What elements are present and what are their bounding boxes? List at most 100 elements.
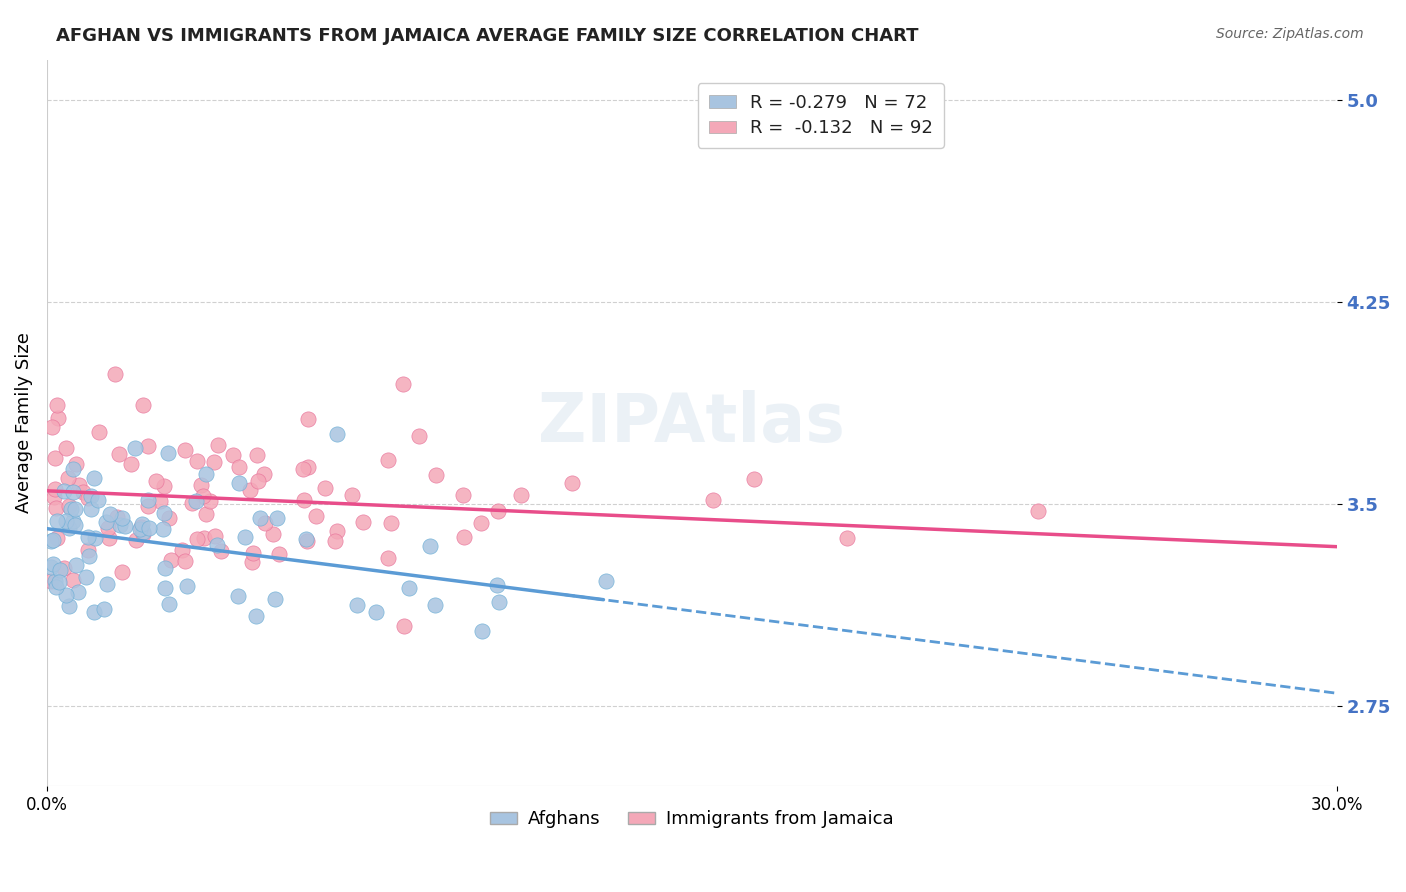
Point [233,530,256,544]
Point [408,428,430,442]
Point [702,492,724,507]
Point [292,492,315,507]
Point [44,574,66,588]
Point [62,461,84,475]
Point [346,598,368,612]
Point [124,441,146,455]
Point [380,516,402,530]
Point [295,534,318,549]
Point [471,624,494,639]
Point [83,471,105,485]
Point [96,577,118,591]
Point [221,448,243,462]
Point [55,588,77,602]
Point [65,457,87,471]
Point [205,538,228,552]
Point [107,510,129,524]
Point [176,579,198,593]
Point [108,518,131,533]
Point [72,485,94,500]
Point [75,569,97,583]
Point [60,501,83,516]
Point [39,560,62,574]
Point [149,494,172,508]
Point [190,478,212,492]
Point [742,472,765,486]
Point [114,519,136,533]
Point [314,481,336,495]
Point [226,589,249,603]
Point [194,507,217,521]
Point [240,555,263,569]
Point [297,460,319,475]
Point [97,521,120,535]
Point [228,460,250,475]
Point [42,557,65,571]
Point [132,524,155,539]
Point [297,412,319,426]
Point [62,573,84,587]
Point [145,474,167,488]
Point [326,524,349,538]
Point [41,533,63,548]
Point [305,508,328,523]
Point [49,563,72,577]
Point [66,585,89,599]
Point [155,581,177,595]
Point [136,439,159,453]
Point [129,522,152,536]
Point [451,488,474,502]
Point [181,496,204,510]
Point [340,488,363,502]
Point [156,446,179,460]
Point [136,499,159,513]
Point [157,597,180,611]
Point [84,532,107,546]
Point [209,544,232,558]
Point [124,533,146,548]
Point [191,489,214,503]
Point [45,515,67,529]
Point [65,517,87,532]
Point [245,608,267,623]
Point [561,476,583,491]
Point [89,425,111,440]
Point [138,521,160,535]
Point [79,549,101,563]
Point [46,531,69,545]
Point [104,368,127,382]
Point [136,492,159,507]
Point [153,506,176,520]
Point [48,574,70,589]
Point [55,514,77,528]
Point [131,520,153,534]
Point [45,501,67,516]
Point [100,507,122,521]
Point [41,420,63,434]
Point [93,602,115,616]
Point [323,534,346,549]
Point [174,443,197,458]
Point [245,449,267,463]
Point [67,478,90,492]
Point [837,531,859,545]
Point [170,543,193,558]
Point [352,515,374,529]
Point [425,599,447,613]
Point [486,504,509,518]
Point [111,511,134,525]
Point [173,553,195,567]
Point [193,531,215,545]
Point [510,488,533,502]
Point [326,426,349,441]
Point [194,467,217,481]
Point [97,531,120,545]
Point [53,561,76,575]
Point [62,484,84,499]
Point [419,539,441,553]
Point [398,581,420,595]
Point [266,511,288,525]
Point [80,502,103,516]
Text: Source: ZipAtlas.com: Source: ZipAtlas.com [1216,27,1364,41]
Point [110,565,132,579]
